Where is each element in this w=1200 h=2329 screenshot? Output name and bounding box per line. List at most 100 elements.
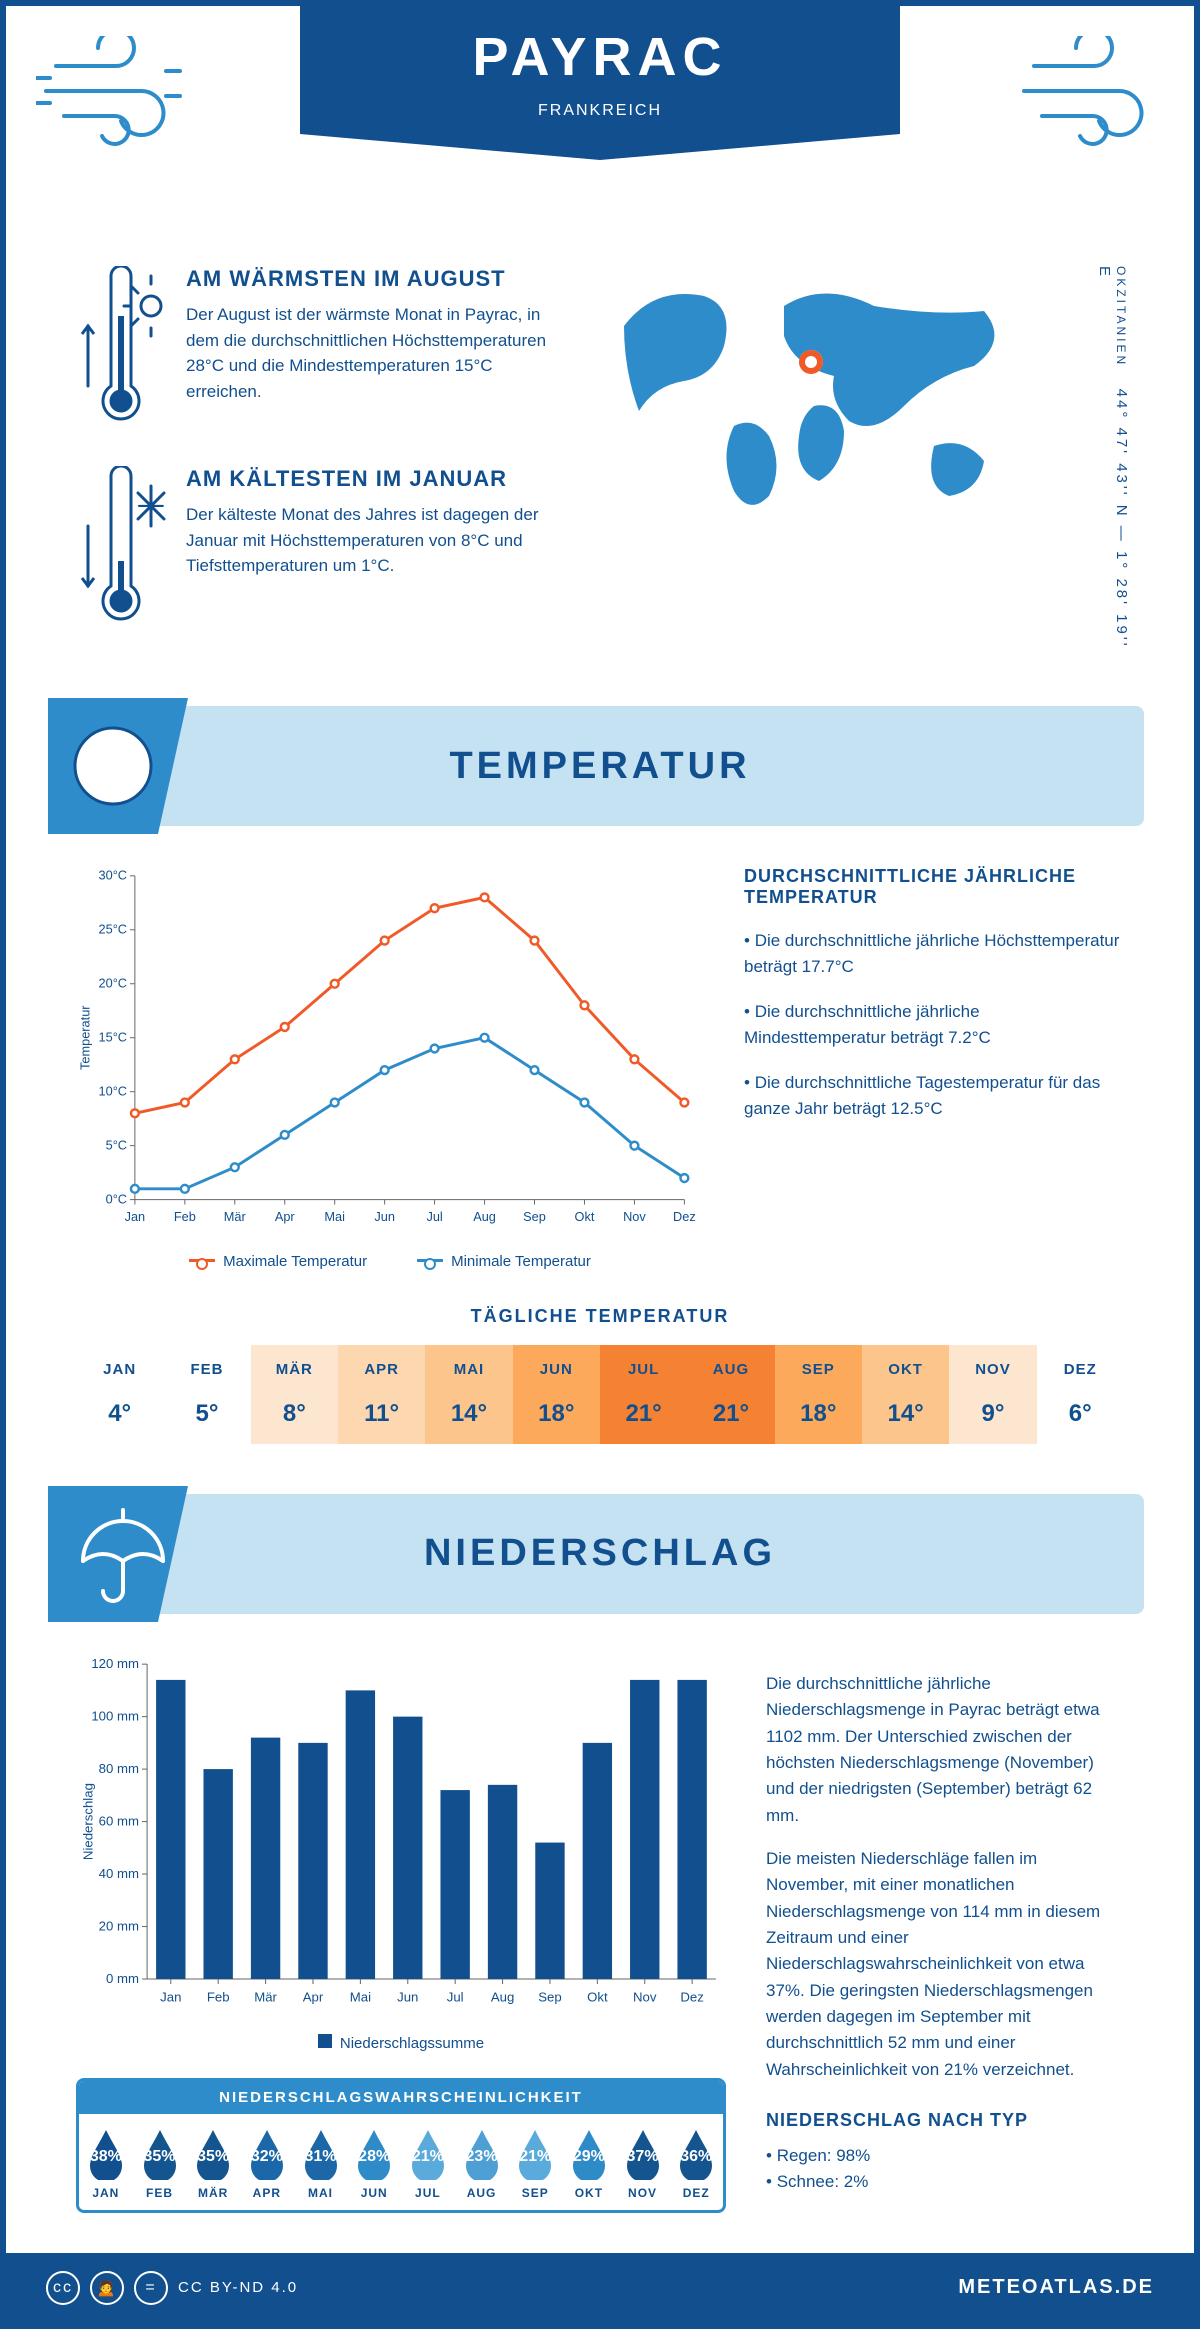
daily-cell: MÄR8° [251,1345,338,1444]
world-map-icon [604,266,1024,526]
daily-cell: AUG21° [687,1345,774,1444]
svg-text:Mär: Mär [254,1989,277,2004]
svg-text:60 mm: 60 mm [99,1814,139,1829]
daily-cell: SEP18° [775,1345,862,1444]
daily-cell: JUL21° [600,1345,687,1444]
svg-text:Jun: Jun [374,1209,395,1224]
precip-prob-cell: 23% AUG [455,2114,509,2210]
svg-text:20°C: 20°C [99,976,128,991]
precip-prob-cell: 35% MÄR [186,2114,240,2210]
svg-text:10°C: 10°C [99,1084,128,1099]
precip-prob-cell: 38% JAN [79,2114,133,2210]
coldest-heading: AM KÄLTESTEN IM JANUAR [186,466,566,492]
nd-icon: = [134,2271,168,2305]
precip-banner: NIEDERSCHLAG [56,1494,1144,1614]
svg-text:40 mm: 40 mm [99,1866,139,1881]
coldest-text: Der kälteste Monat des Jahres ist dagege… [186,502,566,579]
daily-cell: JAN4° [76,1345,163,1444]
svg-text:Jun: Jun [397,1989,418,2004]
svg-text:Jul: Jul [447,1989,464,2004]
temp-bullet: • Die durchschnittliche Tagestemperatur … [744,1070,1124,1121]
daily-cell: FEB5° [163,1345,250,1444]
svg-text:Dez: Dez [673,1209,696,1224]
svg-text:Jan: Jan [125,1209,146,1224]
svg-text:80 mm: 80 mm [99,1761,139,1776]
svg-text:30°C: 30°C [99,868,128,883]
svg-text:Apr: Apr [275,1209,296,1224]
temperature-chart: 0°C5°C10°C15°C20°C25°C30°CJanFebMärAprMa… [76,866,704,1270]
warmest-block: AM WÄRMSTEN IM AUGUST Der August ist der… [76,266,574,436]
precip-legend: Niederschlagssumme [76,2034,726,2052]
svg-text:Niederschlag: Niederschlag [80,1783,95,1860]
daily-cell: DEZ6° [1037,1345,1124,1444]
header: PAYRAC FRANKREICH [6,6,1194,266]
daily-cell: NOV9° [949,1345,1036,1444]
cc-icon: cc [46,2271,80,2305]
precip-prob-cell: 29% OKT [562,2114,616,2210]
by-icon: 🙍 [90,2271,124,2305]
svg-text:Temperatur: Temperatur [78,1005,93,1070]
svg-text:Mai: Mai [324,1209,345,1224]
footer: cc 🙍 = CC BY-ND 4.0 METEOATLAS.DE [6,2253,1194,2323]
svg-text:20 mm: 20 mm [99,1918,139,1933]
precip-prob-cell: 32% APR [240,2114,294,2210]
daily-temperature-strip: JAN4°FEB5°MÄR8°APR11°MAI14°JUN18°JUL21°A… [76,1345,1124,1444]
svg-text:25°C: 25°C [99,922,128,937]
wind-icon [36,36,186,156]
daily-temperature-title: TÄGLICHE TEMPERATUR [6,1306,1194,1327]
precip-prob-cell: 31% MAI [294,2114,348,2210]
country-subtitle: FRANKREICH [300,96,900,134]
temperature-title: TEMPERATUR [449,745,750,788]
svg-text:0°C: 0°C [106,1192,127,1207]
warmest-heading: AM WÄRMSTEN IM AUGUST [186,266,566,292]
svg-text:100 mm: 100 mm [91,1709,139,1724]
svg-text:Feb: Feb [207,1989,230,2004]
daily-cell: OKT14° [862,1345,949,1444]
svg-text:Okt: Okt [575,1209,595,1224]
svg-text:Sep: Sep [538,1989,561,2004]
svg-text:Apr: Apr [303,1989,324,2004]
svg-text:120 mm: 120 mm [91,1656,139,1671]
daily-cell: APR11° [338,1345,425,1444]
svg-text:Jan: Jan [160,1989,181,2004]
precipitation-chart: 0 mm 20 mm 40 mm 60 mm 80 mm 100 mm 120 mm Nied… [76,1654,726,2020]
city-title: PAYRAC [300,6,900,96]
svg-text:Aug: Aug [473,1209,496,1224]
precip-prob-cell: 36% DEZ [669,2114,723,2210]
svg-text:5°C: 5°C [106,1138,127,1153]
svg-text:Jul: Jul [426,1209,442,1224]
intro-section: AM WÄRMSTEN IM AUGUST Der August ist der… [6,266,1194,706]
precip-probability-box: NIEDERSCHLAGSWAHRSCHEINLICHKEIT 38% JAN … [76,2078,726,2213]
title-banner: PAYRAC FRANKREICH [300,6,900,134]
svg-text:Nov: Nov [633,1989,657,2004]
site-name: METEOATLAS.DE [958,2276,1154,2299]
precip-title: NIEDERSCHLAG [424,1532,776,1575]
sun-icon [48,698,188,834]
precip-prob-cell: 21% SEP [508,2114,562,2210]
coordinates-text: OKZITANIEN 44° 47' 43'' N — 1° 28' 19'' … [1096,266,1130,666]
warmest-text: Der August ist der wärmste Monat in Payr… [186,302,566,404]
coldest-block: AM KÄLTESTEN IM JANUAR Der kälteste Mona… [76,466,574,636]
wind-icon [1014,36,1164,156]
temperature-legend: Maximale Temperatur Minimale Temperatur [76,1253,704,1270]
daily-cell: JUN18° [513,1345,600,1444]
svg-text:Mai: Mai [350,1989,371,2004]
precip-prob-cell: 21% JUL [401,2114,455,2210]
precip-prob-cell: 28% JUN [347,2114,401,2210]
umbrella-icon [48,1486,188,1622]
temp-bullet: • Die durchschnittliche jährliche Höchst… [744,928,1124,979]
svg-text:Mär: Mär [224,1209,247,1224]
svg-text:Aug: Aug [491,1989,514,2004]
svg-text:Okt: Okt [587,1989,608,2004]
world-map-block: OKZITANIEN 44° 47' 43'' N — 1° 28' 19'' … [604,266,1124,666]
svg-text:Sep: Sep [523,1209,546,1224]
license-badges: cc 🙍 = CC BY-ND 4.0 [46,2271,298,2305]
precip-prob-cell: 35% FEB [133,2114,187,2210]
precip-summary: Die durchschnittliche jährliche Niedersc… [766,1654,1124,2213]
thermometer-hot-icon [76,266,166,436]
thermometer-cold-icon [76,466,166,636]
precip-prob-cell: 37% NOV [616,2114,670,2210]
svg-text:Nov: Nov [623,1209,646,1224]
svg-text:0 mm: 0 mm [106,1971,139,1986]
temperature-banner: TEMPERATUR [56,706,1144,826]
